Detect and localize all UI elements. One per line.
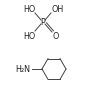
Text: HO: HO [23, 31, 35, 40]
Text: H₂N: H₂N [15, 65, 31, 74]
Text: OH: OH [52, 4, 64, 14]
Text: P: P [41, 17, 45, 26]
Text: O: O [53, 31, 59, 40]
Text: HO: HO [23, 4, 35, 14]
